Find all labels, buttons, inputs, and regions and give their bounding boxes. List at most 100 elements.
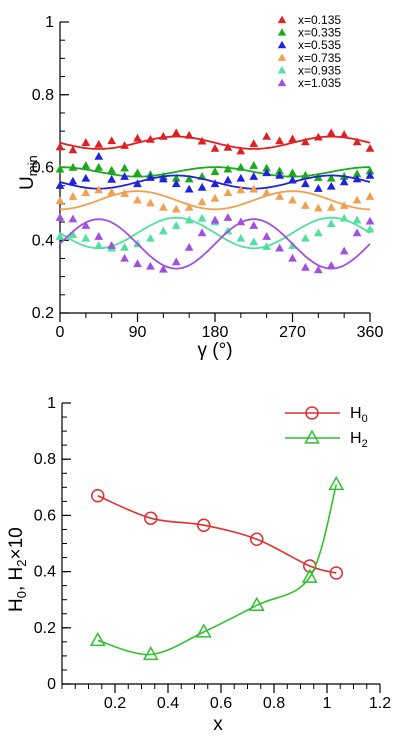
data-point <box>313 203 323 212</box>
data-point <box>68 192 78 200</box>
legend-label: x=1.035 <box>298 76 341 90</box>
x-axis-title: γ (°) <box>197 340 232 361</box>
data-point <box>94 139 104 148</box>
data-point <box>313 132 323 141</box>
y-axis-title-part: ×10 <box>6 527 27 559</box>
data-point <box>249 139 259 148</box>
y-tick-label: 1 <box>47 395 56 412</box>
data-point <box>146 173 155 181</box>
data-point <box>326 219 336 228</box>
y-tick-label: 0.4 <box>32 232 54 249</box>
legend-label: x=0.335 <box>298 26 341 40</box>
data-point <box>352 174 362 183</box>
data-point <box>352 215 362 224</box>
y-axis-title: H0, H2×10 <box>6 527 29 612</box>
series-x=0.335 <box>55 161 375 183</box>
data-point <box>365 166 375 175</box>
data-point <box>248 596 265 611</box>
data-point <box>365 192 375 200</box>
data-point <box>223 188 233 197</box>
data-point <box>146 261 155 270</box>
data-point <box>326 128 336 137</box>
y-axis-title-part: , H <box>6 567 27 591</box>
y-tick-label: 0.6 <box>32 160 54 177</box>
data-point <box>197 213 207 222</box>
x-tick-label: 180 <box>202 324 229 341</box>
data-point <box>275 170 284 179</box>
data-point <box>262 232 272 240</box>
data-point <box>197 197 207 206</box>
data-point <box>91 488 105 503</box>
data-point <box>146 233 155 242</box>
y-tick-label: 0.8 <box>34 451 56 468</box>
data-point <box>249 171 259 180</box>
data-point <box>107 165 117 174</box>
legend-marker <box>277 15 287 24</box>
data-point <box>94 162 104 171</box>
data-point <box>236 173 246 182</box>
legend-label-main: H <box>350 430 362 447</box>
data-point <box>236 217 246 226</box>
data-point <box>249 221 259 229</box>
data-point <box>326 181 336 190</box>
data-point <box>133 133 142 142</box>
data-point <box>262 163 272 172</box>
data-point <box>223 142 233 151</box>
legend-label: x=0.735 <box>298 51 341 65</box>
data-point <box>288 195 297 204</box>
data-point <box>184 215 194 224</box>
legend-label: H2 <box>350 430 368 450</box>
series-x=0.135 <box>55 128 375 155</box>
data-point <box>326 202 336 211</box>
data-point <box>68 162 78 171</box>
legend-label: x=0.935 <box>298 63 341 77</box>
data-point <box>223 164 233 173</box>
data-point <box>210 193 220 202</box>
data-point <box>275 192 284 200</box>
y-axis-title: Umin <box>17 155 40 190</box>
data-point <box>68 230 78 239</box>
data-point <box>329 566 344 580</box>
data-point <box>301 170 310 179</box>
data-point <box>68 214 78 223</box>
data-point <box>326 261 336 269</box>
data-point <box>94 232 104 240</box>
data-point <box>107 241 117 249</box>
x-tick-label: 270 <box>279 324 306 341</box>
data-point <box>301 568 318 583</box>
data-point <box>184 184 194 193</box>
data-point <box>339 213 349 222</box>
data-point <box>288 134 297 143</box>
data-point <box>107 174 117 183</box>
data-point <box>94 241 104 249</box>
y-tick-label: 0.6 <box>34 507 56 524</box>
data-point <box>68 176 78 185</box>
series-x=1.035 <box>55 213 375 274</box>
data-point <box>81 221 91 229</box>
legend-marker <box>305 406 319 420</box>
data-point <box>339 130 349 138</box>
legend-marker <box>277 53 287 61</box>
data-point <box>352 137 362 146</box>
data-point <box>210 143 220 152</box>
data-point <box>171 179 181 188</box>
legend-label-sub: 0 <box>362 413 368 425</box>
data-point <box>210 215 220 224</box>
data-point <box>133 168 142 177</box>
data-point <box>120 171 129 180</box>
series-H2 <box>89 475 345 661</box>
x-tick-label: 90 <box>129 324 147 341</box>
data-point <box>262 168 272 177</box>
legend-marker <box>277 40 287 49</box>
data-point <box>288 168 297 177</box>
data-point <box>171 128 181 137</box>
legend-marker <box>304 429 320 444</box>
series-x=0.535 <box>55 151 375 193</box>
data-point <box>81 173 91 182</box>
y-axis-title-part: 2 <box>14 560 29 567</box>
data-point <box>313 183 323 192</box>
data-point <box>184 174 194 183</box>
data-point <box>250 532 264 547</box>
data-point <box>171 204 181 213</box>
data-point <box>55 142 65 151</box>
